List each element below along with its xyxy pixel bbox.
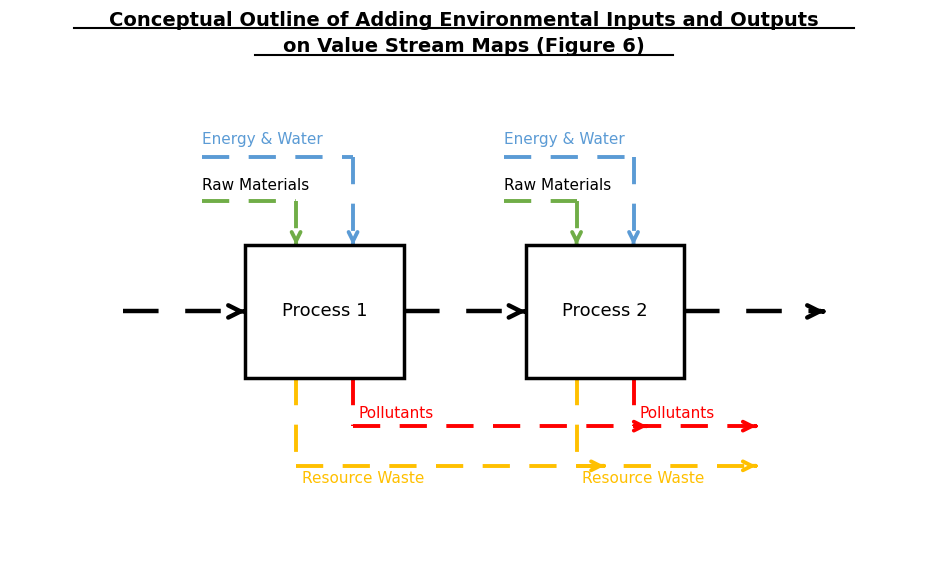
Text: Pollutants: Pollutants — [359, 406, 434, 421]
Text: Pollutants: Pollutants — [639, 406, 714, 421]
Text: Process 1: Process 1 — [282, 303, 367, 320]
Text: Raw Materials: Raw Materials — [202, 178, 310, 193]
Text: Energy & Water: Energy & Water — [504, 132, 625, 147]
Text: Resource Waste: Resource Waste — [582, 471, 704, 486]
Text: Energy & Water: Energy & Water — [202, 132, 323, 147]
Text: Conceptual Outline of Adding Environmental Inputs and Outputs: Conceptual Outline of Adding Environment… — [109, 10, 818, 30]
Bar — [526, 245, 683, 378]
Bar — [245, 245, 403, 378]
Text: on Value Stream Maps (Figure 6): on Value Stream Maps (Figure 6) — [283, 37, 644, 57]
Text: Process 2: Process 2 — [562, 303, 647, 320]
Text: Resource Waste: Resource Waste — [301, 471, 424, 486]
Text: Raw Materials: Raw Materials — [504, 178, 611, 193]
